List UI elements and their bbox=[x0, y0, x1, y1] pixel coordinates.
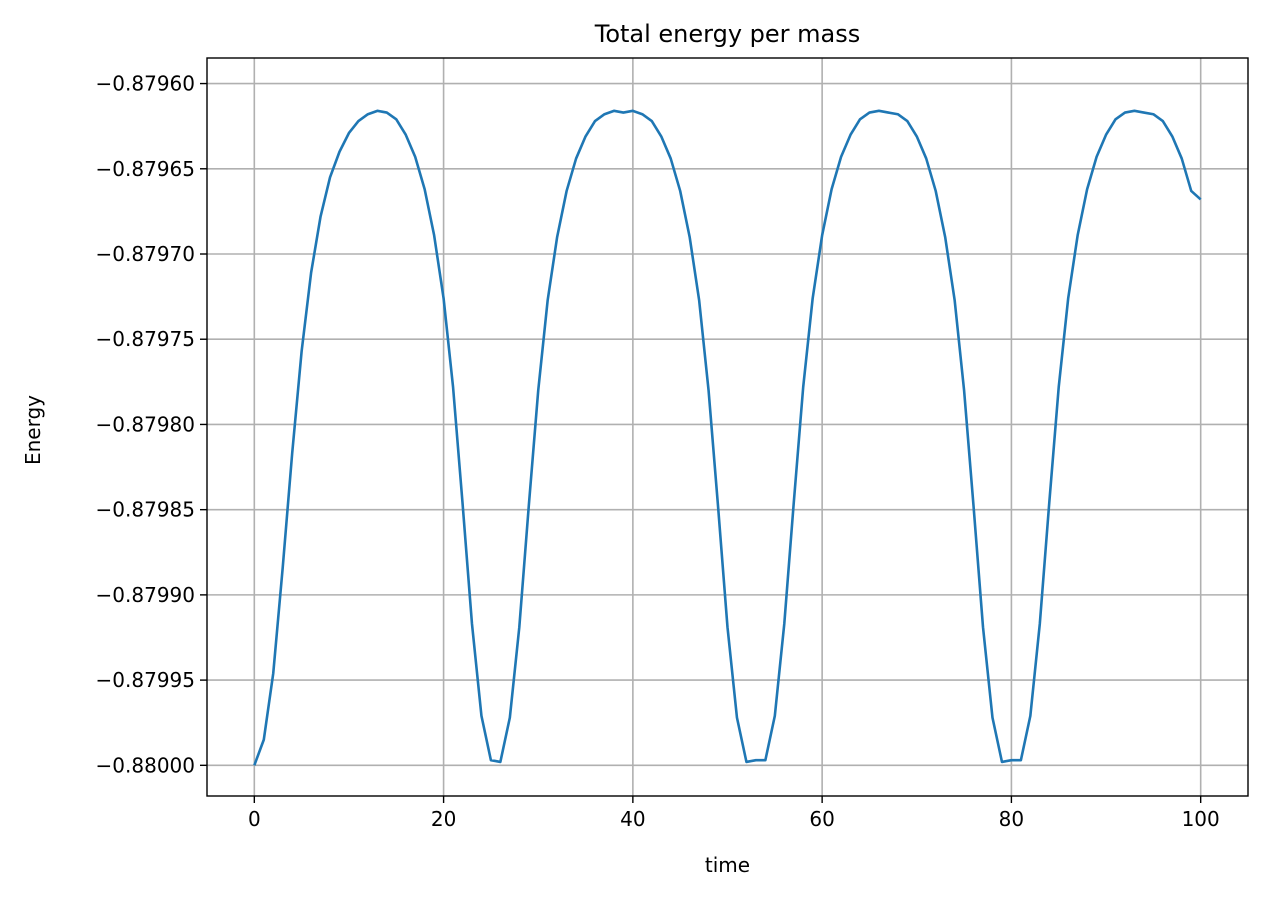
x-tick-label: 20 bbox=[431, 807, 456, 831]
x-tick-label: 40 bbox=[620, 807, 645, 831]
y-tick-label: −0.87970 bbox=[96, 242, 195, 266]
axis-ticks bbox=[200, 82, 1202, 803]
x-tick-label: 100 bbox=[1182, 807, 1220, 831]
plot-frame bbox=[206, 57, 1249, 797]
y-tick-label: −0.87985 bbox=[96, 498, 195, 522]
series-line bbox=[253, 109, 1202, 766]
y-axis-label: Energy bbox=[21, 395, 45, 465]
chart-title: Total energy per mass bbox=[594, 20, 861, 48]
y-tick-label: −0.88000 bbox=[96, 753, 195, 777]
x-axis-label: time bbox=[705, 853, 750, 877]
y-tick-label: −0.87960 bbox=[96, 72, 195, 96]
y-tick-label: −0.87995 bbox=[96, 668, 195, 692]
x-tick-label: 80 bbox=[999, 807, 1024, 831]
y-tick-label: −0.87990 bbox=[96, 583, 195, 607]
y-tick-label: −0.87965 bbox=[96, 157, 195, 181]
grid bbox=[207, 58, 1248, 796]
x-tick-label: 60 bbox=[809, 807, 834, 831]
x-tick-label: 0 bbox=[248, 807, 261, 831]
y-tick-label: −0.87975 bbox=[96, 327, 195, 351]
tick-labels: 0 20 40 60 80 100 −0.88000 −0.87995 −0.87990 −0.8… bbox=[96, 72, 1220, 831]
y-tick-label: −0.87980 bbox=[96, 412, 195, 436]
